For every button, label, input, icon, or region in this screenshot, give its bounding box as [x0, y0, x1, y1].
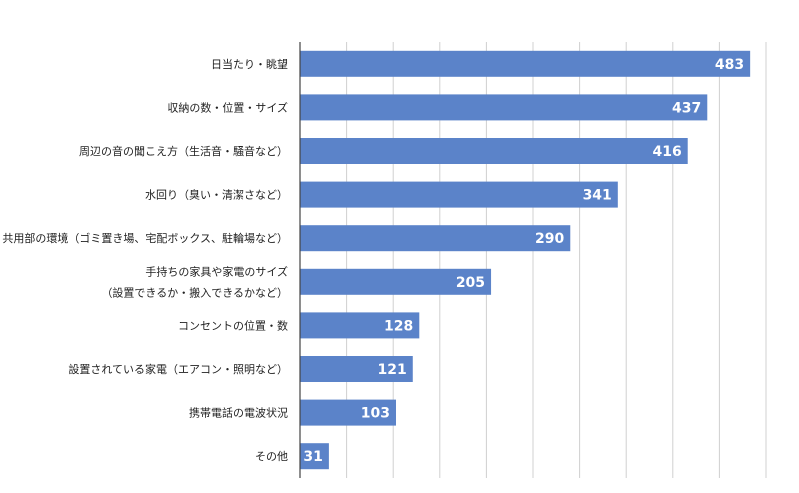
data-label: 437: [672, 100, 701, 116]
data-label: 416: [652, 144, 681, 160]
data-label: 483: [715, 57, 744, 73]
bars: [300, 50, 751, 470]
bar: [300, 443, 329, 470]
bar: [300, 356, 413, 382]
bar: [300, 225, 571, 252]
category-label: コンセントの位置・数: [178, 318, 288, 332]
data-label: 121: [378, 362, 407, 378]
data-label: 103: [361, 406, 390, 422]
bar: [300, 312, 420, 339]
bar: [300, 268, 492, 295]
category-label: 収納の数・位置・サイズ: [167, 100, 288, 114]
data-label: 341: [583, 188, 612, 204]
category-label: 水回り（臭い・清潔さなど）: [145, 188, 288, 202]
category-label: 周辺の音の聞こえ方（生活音・騒音など）: [79, 144, 288, 158]
category-label: 共用部の環境（ゴミ置き場、宅配ボックス、駐輪場など）: [2, 231, 288, 245]
data-labels: 483 437 416 341 290 205 128 121 103 31: [303, 57, 744, 465]
bar: [300, 94, 708, 121]
data-label: 290: [535, 231, 564, 247]
data-label: 128: [384, 318, 413, 334]
category-label: 設置されている家電（エアコン・照明など）: [68, 362, 288, 376]
data-label: 31: [303, 449, 322, 465]
category-label: その他: [255, 450, 288, 463]
bar: [300, 138, 688, 164]
category-label: 手持ちの家具や家電のサイズ: [145, 264, 288, 278]
category-label: （設置できるか・搬入できるかなど）: [101, 285, 288, 299]
bar: [300, 50, 751, 77]
data-label: 205: [456, 275, 485, 291]
category-label: 日当たり・眺望: [211, 57, 288, 71]
category-label: 携帯電話の電波状況: [189, 406, 288, 420]
bar: [300, 399, 396, 426]
bar: [300, 181, 618, 208]
